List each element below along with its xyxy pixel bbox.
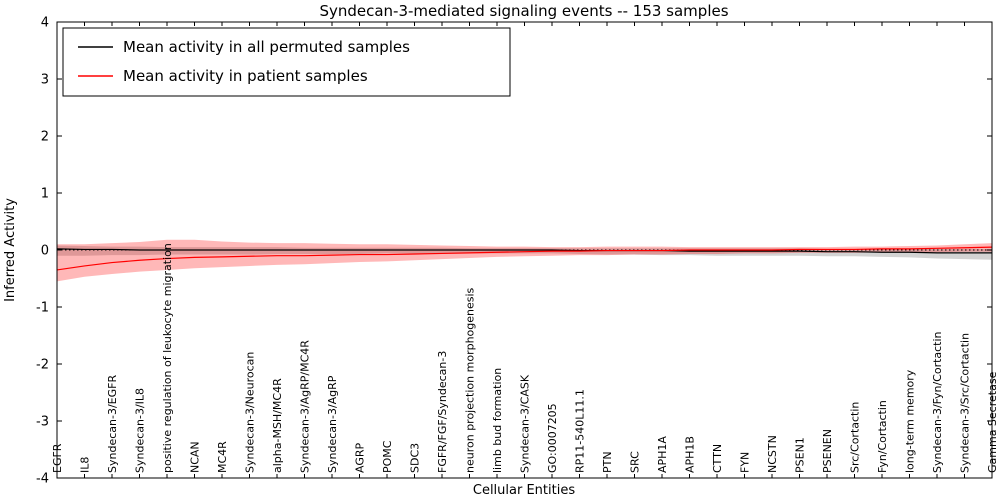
chart-title: Syndecan-3-mediated signaling events -- … bbox=[319, 2, 728, 20]
x-tick-label: Src/Cortactin bbox=[849, 402, 862, 473]
x-tick-label: neuron projection morphogenesis bbox=[464, 287, 477, 473]
x-tick-label: Syndecan-3/CASK bbox=[519, 374, 532, 473]
x-tick-label: PSEN1 bbox=[794, 437, 807, 473]
legend-label-patient: Mean activity in patient samples bbox=[123, 67, 368, 85]
patient-line bbox=[56, 246, 993, 271]
y-tick-label: 1 bbox=[41, 187, 49, 202]
x-axis-label: Cellular Entities bbox=[473, 483, 575, 498]
x-tick-label: long-term memory bbox=[904, 369, 917, 473]
plot-border bbox=[56, 21, 993, 479]
x-tick-label: Syndecan-3/Fyn/Cortactin bbox=[931, 331, 944, 473]
x-tick-label: Syndecan-3/AgRP/MC4R bbox=[299, 340, 312, 473]
x-tick-label: NCAN bbox=[189, 441, 202, 473]
patient-band bbox=[57, 239, 992, 282]
x-tick-label: Syndecan-3/Src/Cortactin bbox=[959, 333, 972, 473]
x-tick-label: AGRP bbox=[354, 443, 367, 473]
x-tick-label: Syndecan-3/AgRP bbox=[326, 375, 339, 473]
x-tick-label: RP11-540L11.1 bbox=[574, 389, 587, 473]
y-tick-label: 0 bbox=[41, 244, 49, 259]
x-tick-label: CTTN bbox=[711, 444, 724, 473]
x-tick-label: SRC bbox=[629, 451, 642, 473]
x-tick-label: PTN bbox=[601, 451, 614, 473]
x-tick-label: Fyn/Cortactin bbox=[876, 400, 889, 473]
x-tick-label: limb bud formation bbox=[491, 368, 504, 473]
y-tick-label: -2 bbox=[36, 358, 49, 373]
x-tick-label: alpha-MSH/MC4R bbox=[271, 378, 284, 473]
x-tick-label: NCSTN bbox=[766, 435, 779, 473]
y-tick-label: -3 bbox=[36, 415, 49, 430]
y-tick-label: 4 bbox=[41, 16, 49, 31]
x-tick-label: PSENEN bbox=[821, 429, 834, 473]
x-tick-label: FYN bbox=[739, 452, 752, 473]
y-tick-label: -1 bbox=[36, 301, 49, 316]
x-tick-label: Syndecan-3/Neurocan bbox=[244, 352, 257, 473]
x-tick-label: APH1A bbox=[656, 436, 669, 473]
legend-label-permuted: Mean activity in all permuted samples bbox=[123, 38, 410, 56]
legend: Mean activity in all permuted samples Me… bbox=[62, 27, 511, 97]
permuted-line bbox=[56, 248, 992, 254]
x-tick-label: GO:0007205 bbox=[546, 403, 559, 473]
x-tick-label: Syndecan-3/IL8 bbox=[134, 388, 147, 473]
y-axis-label: Inferred Activity bbox=[3, 198, 18, 302]
x-tick-label: POMC bbox=[381, 440, 394, 473]
y-tick-label: 3 bbox=[41, 73, 49, 88]
x-tick-label: APH1B bbox=[684, 436, 697, 473]
y-tick-label: -4 bbox=[36, 472, 49, 487]
permuted-band bbox=[57, 245, 992, 260]
x-tick-label: FGFR/FGF/Syndecan-3 bbox=[436, 351, 449, 473]
legend-box bbox=[62, 27, 511, 97]
x-tick-label: IL8 bbox=[79, 457, 92, 473]
x-tick-label: SDC3 bbox=[409, 443, 422, 473]
x-tick-label: MC4R bbox=[216, 441, 229, 473]
x-tick-label: positive regulation of leukocyte migrati… bbox=[161, 243, 174, 473]
x-tick-label: Syndecan-3/EGFR bbox=[106, 375, 119, 473]
y-tick-label: 2 bbox=[41, 130, 49, 145]
